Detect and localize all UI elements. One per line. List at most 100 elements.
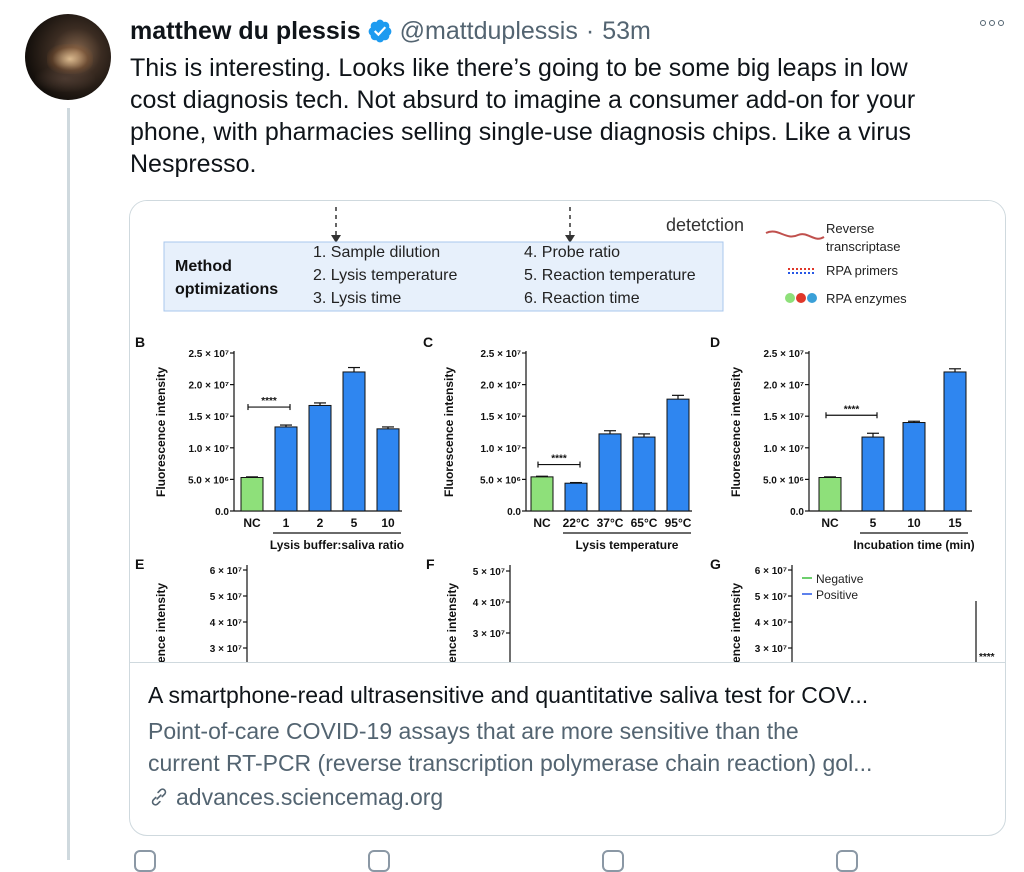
y-tick-label: 6 × 10⁷ (210, 566, 242, 577)
y-tick-label: 1.0 × 10⁷ (763, 444, 804, 455)
y-axis-label: Fluorescence intensity (729, 367, 743, 497)
retweet-icon[interactable] (368, 850, 390, 872)
card-domain[interactable]: advances.sciencemag.org (148, 781, 988, 813)
verified-badge-icon (368, 19, 391, 43)
y-tick-label: 2.5 × 10⁷ (480, 349, 521, 360)
y-tick-label: 2.0 × 10⁷ (188, 381, 229, 392)
legend-positive: Positive (816, 588, 858, 602)
bar-chart-D: D Fluorescence intensity 0.0 5.0 × 10⁶ 1.0 ×… (710, 334, 975, 552)
x-tick-label: 95°C (665, 516, 692, 530)
figure-top-area: detetction Method optimizations 1. Sampl… (163, 207, 907, 312)
y-tick-label: 6 × 10⁷ (755, 566, 787, 577)
y-tick-label: 5 × 10⁷ (473, 567, 505, 578)
panel-label: G (710, 556, 721, 572)
method-item: 3. Lysis time (313, 290, 401, 307)
bar-chart-B: B Fluorescence intensity 0.0 5.0 × 10⁶ 1.0 ×… (135, 334, 404, 552)
y-tick-label: 4 × 10⁷ (210, 618, 242, 629)
bar (902, 422, 926, 512)
y-tick-label: 5 × 10⁷ (755, 592, 787, 603)
x-tick-label: 10 (381, 516, 395, 530)
method-title-line2: optimizations (175, 281, 278, 298)
y-tick-label: 5.0 × 10⁶ (480, 475, 521, 486)
tweet-text-line: phone, with pharmacies selling single-us… (130, 118, 911, 146)
bar-chart-panels: B Fluorescence intensity 0.0 5.0 × 10⁶ 1.0 ×… (135, 334, 975, 552)
y-tick-label: 5.0 × 10⁶ (763, 475, 804, 486)
y-tick-label: 4 × 10⁷ (755, 618, 787, 629)
method-item: 5. Reaction temperature (524, 267, 696, 284)
more-dot (980, 20, 986, 26)
more-options-icon[interactable] (980, 20, 1004, 26)
figure-image: detetction Method optimizations 1. Sampl… (135, 207, 995, 662)
tweet-text-line: This is interesting. Looks like there’s … (130, 54, 908, 82)
share-icon[interactable] (836, 850, 858, 872)
timestamp[interactable]: 53m (602, 16, 651, 45)
y-axis-label: ence intensity (445, 583, 459, 662)
bar (818, 477, 842, 512)
significance-stars: **** (261, 396, 277, 407)
bar (564, 482, 588, 512)
separator-dot: · (585, 16, 595, 45)
y-tick-label: 2.5 × 10⁷ (188, 349, 229, 360)
bar (598, 433, 622, 512)
reply-icon[interactable] (134, 850, 156, 872)
link-preview-card[interactable]: detetction Method optimizations 1. Sampl… (129, 200, 1006, 836)
detection-label: detetction (666, 215, 744, 235)
panel-label: E (135, 556, 144, 572)
significance-stars: **** (551, 454, 567, 465)
y-tick-label: 5.0 × 10⁶ (188, 475, 229, 486)
bar (861, 436, 885, 512)
display-name[interactable]: matthew du plessis (130, 16, 361, 45)
method-item: 6. Reaction time (524, 290, 640, 307)
y-tick-label: 2.0 × 10⁷ (763, 381, 804, 392)
tweet-actions (130, 850, 930, 872)
y-tick-label: 0.0 (215, 507, 229, 518)
method-title-line1: Method (175, 258, 232, 275)
y-axis-label: ence intensity (154, 583, 168, 662)
method-item: 2. Lysis temperature (313, 267, 457, 284)
y-tick-label: 1.5 × 10⁷ (763, 412, 804, 423)
card-title[interactable]: A smartphone-read ultrasensitive and qua… (148, 682, 869, 708)
x-tick-label: 65°C (631, 516, 658, 530)
x-tick-label: 10 (907, 516, 921, 530)
rpa-enzymes-icon (785, 293, 817, 303)
x-tick-label: 37°C (597, 516, 624, 530)
bar (342, 371, 366, 512)
y-tick-label: 0.0 (507, 507, 521, 518)
y-axis-label: ence intensity (729, 583, 743, 662)
thread-line (67, 108, 70, 860)
method-item: 4. Probe ratio (524, 244, 620, 261)
flow-arrow-head (565, 235, 575, 243)
reverse-transcriptase-icon (765, 230, 825, 240)
y-tick-label: 1.0 × 10⁷ (188, 444, 229, 455)
bar (943, 371, 967, 512)
avatar-photo-shadow (35, 66, 95, 92)
x-tick-label: 5 (351, 516, 358, 530)
panel-label: F (426, 556, 435, 572)
panel-label: B (135, 334, 145, 350)
bar (632, 436, 656, 512)
bar-chart-C: C Fluorescence intensity 0.0 5.0 × 10⁶ 1.0 ×… (423, 334, 692, 552)
legend-primers: RPA primers (826, 263, 898, 278)
x-axis-label: Incubation time (min) (853, 538, 974, 552)
panel-g-legend: Negative Positive **** (802, 572, 995, 662)
more-dot (998, 20, 1004, 26)
like-icon[interactable] (602, 850, 624, 872)
y-tick-label: 1.5 × 10⁷ (188, 412, 229, 423)
x-tick-label: 2 (317, 516, 324, 530)
significance-stars: **** (979, 652, 995, 662)
handle[interactable]: @mattduplessis (399, 16, 578, 45)
x-axis-label: Lysis buffer:saliva ratio (270, 538, 404, 552)
x-axis-label: Lysis temperature (576, 538, 679, 552)
card-description-line: Point-of-care COVID-19 assays that are m… (148, 718, 799, 744)
y-tick-label: 3 × 10⁷ (210, 644, 242, 655)
tweet-text-line: cost diagnosis tech. Not absurd to imagi… (130, 86, 916, 114)
avatar[interactable] (25, 14, 111, 100)
method-item: 1. Sample dilution (313, 244, 440, 261)
card-description: Point-of-care COVID-19 assays that are m… (148, 715, 988, 779)
x-tick-label: 5 (870, 516, 877, 530)
x-tick-label: 22°C (563, 516, 590, 530)
